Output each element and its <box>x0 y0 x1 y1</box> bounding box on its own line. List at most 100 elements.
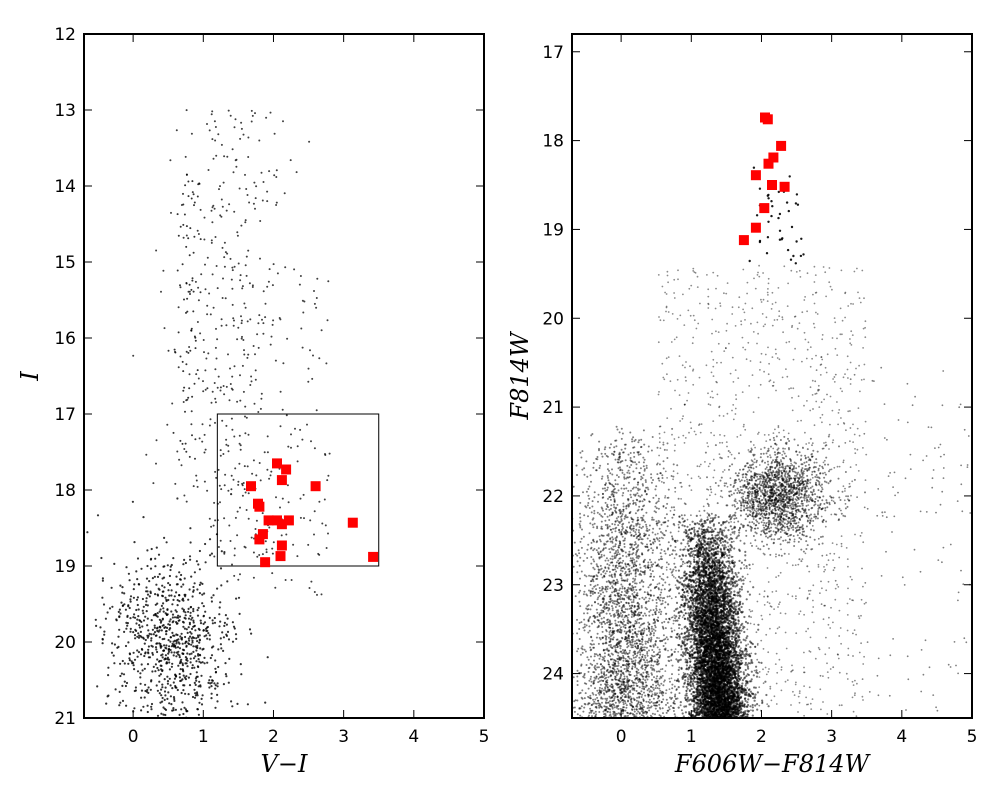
right-field-star <box>705 721 707 723</box>
left-field-star <box>236 338 239 341</box>
left-field-star <box>125 681 129 685</box>
right-field-star <box>726 720 728 722</box>
left-field-star <box>208 538 212 541</box>
left-field-star <box>219 214 222 217</box>
left-field-star <box>158 610 161 613</box>
left-field-star <box>198 653 201 656</box>
right-field-star <box>707 546 711 550</box>
right-field-star <box>679 577 682 580</box>
right-field-star <box>716 723 718 725</box>
right-field-star <box>720 721 722 723</box>
left-field-star <box>212 594 215 597</box>
left-field-star <box>167 691 170 694</box>
right-field-star <box>744 684 747 687</box>
left-field-star <box>233 319 235 322</box>
right-field-star <box>745 719 747 721</box>
right-field-star <box>684 528 687 532</box>
left-field-star <box>144 603 148 607</box>
left-field-star <box>153 624 156 627</box>
left-field-star <box>326 479 329 482</box>
right-field-star <box>725 719 727 721</box>
left-field-star <box>197 653 200 656</box>
right-field-star <box>734 724 736 726</box>
right-field-star <box>702 719 704 721</box>
right-field-star <box>736 723 738 725</box>
left-highlighted-star <box>272 458 282 469</box>
left-field-star <box>262 290 265 293</box>
right-field-star <box>738 651 741 654</box>
left-field-star <box>153 631 157 634</box>
left-field-star <box>172 707 175 710</box>
left-field-star <box>224 662 227 665</box>
left-field-star <box>236 231 239 234</box>
left-field-star <box>175 610 178 613</box>
left-field-star <box>213 555 216 558</box>
left-field-star <box>197 233 200 235</box>
left-field-star <box>163 586 166 589</box>
left-field-star <box>189 635 192 638</box>
left-field-star <box>192 485 195 488</box>
right-field-star <box>702 720 704 722</box>
left-field-star <box>175 622 178 625</box>
left-field-star <box>179 679 182 683</box>
left-field-star <box>180 573 183 577</box>
left-field-star <box>245 509 248 511</box>
left-field-star <box>204 263 206 266</box>
left-field-star <box>226 155 229 158</box>
right-field-star <box>700 721 702 723</box>
left-field-star <box>218 727 220 729</box>
right-field-star <box>745 565 748 568</box>
right-field-star <box>699 723 701 725</box>
left-field-star <box>167 349 170 352</box>
left-field-star <box>136 578 139 581</box>
left-field-star <box>161 618 164 621</box>
left-field-star <box>247 156 250 158</box>
left-field-star <box>190 627 194 631</box>
left-field-star <box>187 290 190 293</box>
left-field-star <box>302 493 305 496</box>
left-field-star <box>196 694 199 697</box>
right-field-star <box>709 723 711 725</box>
left-field-star <box>186 742 188 744</box>
right-field-star <box>691 520 694 523</box>
left-field-star <box>211 273 214 276</box>
left-field-star <box>183 627 186 630</box>
left-field-star <box>197 299 200 302</box>
left-field-star <box>174 644 177 648</box>
left-field-star <box>132 661 135 665</box>
right-field-star <box>686 673 689 676</box>
left-field-star <box>182 649 186 652</box>
left-field-star <box>186 631 189 635</box>
left-field-star <box>290 579 293 581</box>
left-field-star <box>192 645 195 648</box>
left-field-star <box>220 198 223 201</box>
left-field-star <box>127 662 130 665</box>
left-field-star <box>178 676 181 679</box>
left-field-star <box>191 595 194 598</box>
left-field-star <box>156 575 160 579</box>
right-field-star <box>681 576 684 579</box>
left-field-star <box>190 329 193 332</box>
left-field-star <box>270 335 273 338</box>
left-field-star <box>268 477 271 480</box>
left-field-star <box>182 610 185 613</box>
left-field-star <box>235 723 237 725</box>
left-field-star <box>242 339 245 341</box>
left-field-star <box>252 202 255 205</box>
left-field-star <box>134 686 137 689</box>
left-field-star <box>161 590 164 593</box>
right-field-star <box>730 555 733 559</box>
left-field-star <box>135 598 139 601</box>
right-field-star <box>686 680 690 683</box>
left-field-star <box>232 317 235 320</box>
left-field-star <box>229 257 232 260</box>
left-field-star <box>152 614 155 617</box>
left-field-star <box>129 598 132 601</box>
left-field-star <box>119 662 122 665</box>
left-field-star <box>309 349 311 352</box>
left-field-star <box>246 465 249 468</box>
right-field-star <box>724 719 726 721</box>
left-field-star <box>210 209 213 212</box>
left-field-star <box>226 580 229 583</box>
left-field-star <box>194 347 197 350</box>
